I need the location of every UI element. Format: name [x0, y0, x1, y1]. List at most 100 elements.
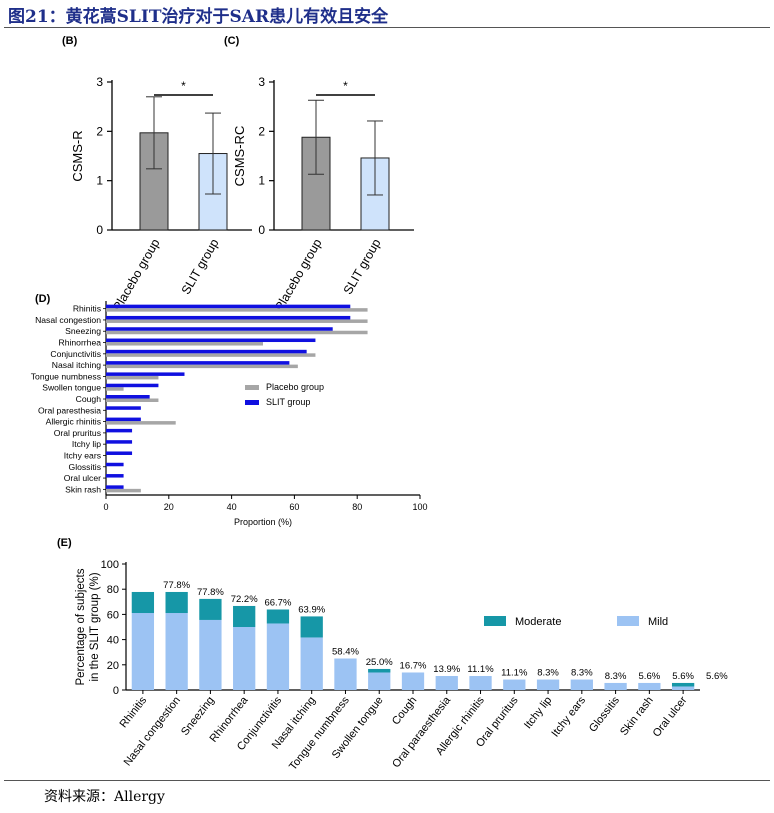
panel-e-legend-swatch — [617, 616, 639, 626]
panel-d-bar-placebo — [106, 353, 316, 357]
panel-e-legend-label: Mild — [648, 616, 668, 628]
panel-e-bar-moderate — [131, 591, 155, 614]
panel-d-bar-placebo — [106, 342, 263, 346]
panel-e-y-tick-label: 60 — [107, 609, 119, 621]
panel-b-panel: (B) 0 1 2 3 CSMS-R Placebo group SLIT group * — [62, 35, 252, 313]
panel-b-x-tick-label: SLIT group — [179, 236, 222, 296]
panel-d-bar-slit — [106, 440, 133, 444]
panel-d-bar-slit — [106, 417, 141, 422]
panel-e-y-axis-label-line: in the SLIT group (%) — [89, 572, 101, 681]
panel-e-y-tick-label: 20 — [107, 660, 119, 672]
panel-c-y-tick-label: 0 — [258, 223, 265, 237]
panel-b-label: (B) — [62, 35, 78, 47]
panel-d-y-tick-label: Nasal itching — [52, 360, 101, 370]
panel-c-x-tick-label: Placebo group — [272, 236, 324, 313]
panel-d-y-tick-label: Itchy ears — [64, 450, 101, 460]
panel-d-y-tick-label: Itchy lip — [72, 439, 101, 449]
panel-e-x-tick-label: Oral ulcer — [651, 694, 690, 739]
panel-b-significance-mark: * — [181, 79, 186, 93]
panel-d-bar-placebo — [106, 488, 141, 493]
panel-d-legend-label: SLIT group — [266, 397, 310, 407]
panel-e-x-tick-label: Rhinitis — [118, 694, 150, 730]
panel-e-bar-mild — [435, 676, 458, 690]
panel-c-y-tick-label: 3 — [258, 75, 265, 89]
panel-d-x-tick-label: 0 — [103, 502, 108, 512]
panel-d-bar-slit — [106, 474, 124, 478]
panel-e-data-label: 11.1% — [467, 664, 494, 675]
panel-d-bar-slit — [106, 327, 333, 331]
panel-b-y-tick-label: 1 — [96, 174, 103, 188]
panel-e-y-tick-label: 40 — [107, 635, 119, 647]
figure-title: 图21：黄花蒿SLIT治疗对于SAR患儿有效且安全 — [8, 7, 389, 27]
panel-d-y-tick-label: Sneezing — [65, 326, 101, 336]
panel-e-bar-mild — [368, 672, 391, 690]
panel-d-bar-slit — [106, 462, 124, 467]
panel-e-bar-mild — [131, 613, 155, 690]
panel-d-y-tick-label: Oral paresthesia — [38, 405, 101, 415]
source-note: 资料来源：Allergy — [44, 789, 165, 805]
panel-e-x-tick-label: Cough — [390, 694, 419, 727]
panel-e-label: (E) — [57, 537, 72, 549]
panel-d-bar-slit — [106, 372, 185, 376]
panel-e-data-label: 11.1% — [501, 668, 528, 679]
panel-e-bar-mild — [671, 686, 695, 690]
panel-d-y-tick-label: Glossitis — [69, 462, 101, 472]
panel-e-data-label: 13.9% — [433, 664, 460, 675]
top-rule — [4, 27, 770, 28]
panel-e-bar-mild — [233, 627, 256, 690]
panel-d-bar-placebo — [106, 375, 159, 380]
panel-b-y-tick-label: 0 — [96, 223, 103, 237]
panel-c-y-tick-label: 2 — [258, 124, 265, 138]
panel-c-y-axis-label: CSMS-RC — [232, 126, 247, 187]
panel-d-bar-slit — [106, 315, 351, 320]
panel-c-label: (C) — [224, 35, 240, 47]
panel-d-bar-placebo — [106, 308, 368, 312]
panel-e-bar-moderate — [165, 591, 188, 614]
panel-d-y-tick-label: Allergic rhinitis — [46, 417, 101, 427]
panel-b-y-tick-label: 2 — [96, 124, 103, 138]
panel-e-bar-mild — [638, 682, 661, 690]
panel-d-bar-slit — [106, 383, 159, 388]
panel-e-x-tick-label: Itchy ears — [549, 694, 588, 739]
panel-c-significance-mark: * — [343, 79, 348, 93]
panel-e-data-label: 8.3% — [537, 668, 559, 679]
panel-e-data-label: 63.9% — [298, 604, 325, 615]
panel-b-y-tick-label: 3 — [96, 75, 103, 89]
panel-e-bar-mild — [165, 613, 188, 690]
panel-d-y-tick-label: Oral ulcer — [64, 473, 101, 483]
panel-e-bar-moderate — [266, 609, 290, 624]
panel-e-data-label: 5.6% — [706, 671, 728, 682]
panel-e-x-tick-label: Tongue numbness — [287, 694, 352, 773]
panel-e-bar-mild — [266, 623, 290, 690]
panel-d-bar-slit — [106, 304, 351, 309]
panel-e-bar-moderate — [671, 682, 695, 687]
panel-d-bar-slit — [106, 406, 141, 410]
panel-d-label: (D) — [35, 293, 51, 305]
panel-d-y-tick-label: Skin rash — [65, 484, 101, 494]
panel-d-bar-placebo — [106, 398, 159, 402]
panel-d-bar-placebo — [106, 319, 368, 323]
panel-d-legend-swatch — [245, 385, 259, 390]
panel-d-bar-slit — [106, 451, 133, 455]
panel-d-x-tick-label: 80 — [352, 502, 362, 512]
panel-d-y-tick-label: Rhinorrhea — [58, 338, 101, 348]
panel-e-bar-mild — [469, 676, 492, 690]
panel-d-legend-label: Placebo group — [266, 382, 324, 392]
panel-e-data-label: 16.7% — [400, 660, 427, 671]
panel-e-data-label: 5.6% — [639, 671, 661, 682]
panel-e-data-label: 77.8% — [163, 580, 190, 591]
panel-d-bar-placebo — [106, 387, 124, 391]
panel-d-x-tick-label: 20 — [164, 502, 174, 512]
panel-d-y-tick-label: Conjunctivitis — [50, 349, 101, 359]
panel-e-bar-mild — [199, 619, 222, 690]
panel-e-x-tick-label: Itchy lip — [522, 694, 554, 731]
panel-e-x-tick-label: Oral paraesthesia — [390, 694, 453, 771]
panel-d-y-tick-label: Cough — [76, 394, 102, 404]
panel-d-y-tick-label: Swollen tongue — [42, 383, 101, 393]
panel-c-x-tick-label: SLIT group — [341, 236, 384, 296]
panel-e-y-axis-label: Percentage of subjects in the SLIT group … — [75, 568, 101, 685]
panel-e-data-label: 77.8% — [197, 587, 224, 598]
panel-d-bar-placebo — [106, 364, 298, 369]
